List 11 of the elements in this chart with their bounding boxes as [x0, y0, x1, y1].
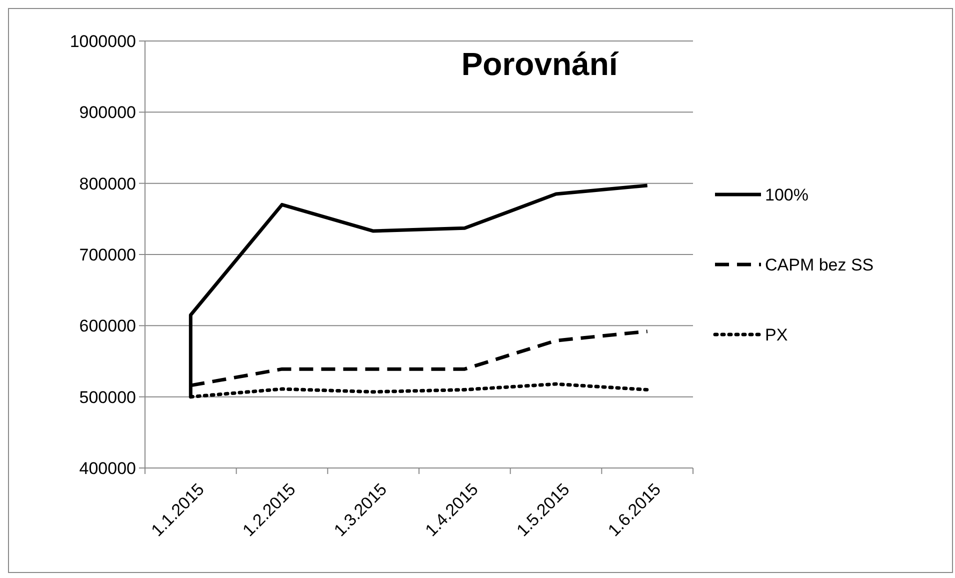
y-tick-label: 800000	[79, 174, 136, 194]
legend-label: PX	[765, 325, 788, 344]
y-tick-label: 400000	[79, 458, 136, 478]
y-tick-label: 1000000	[70, 32, 136, 51]
y-tick-label: 700000	[79, 245, 136, 264]
y-tick-label: 900000	[79, 103, 136, 122]
legend-label: 100%	[765, 185, 808, 204]
y-tick-label: 600000	[79, 316, 136, 336]
chart-title: Porovnání	[461, 46, 619, 82]
legend-label: CAPM bez SS	[765, 255, 874, 274]
y-tick-label: 500000	[79, 388, 136, 407]
